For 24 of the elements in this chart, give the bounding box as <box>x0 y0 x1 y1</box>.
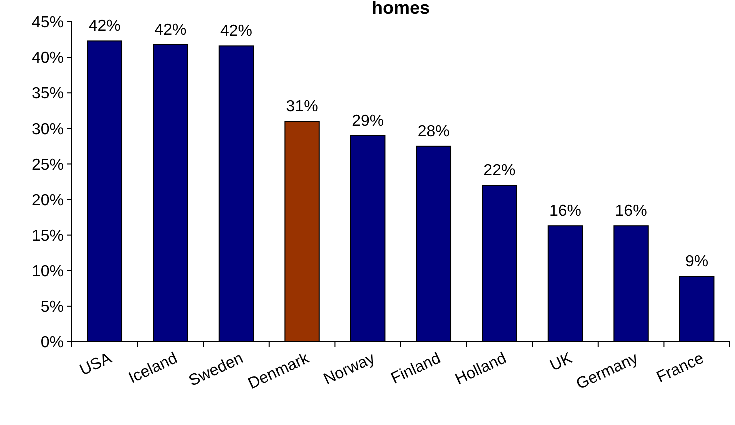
data-label: 29% <box>352 112 384 130</box>
data-label: 9% <box>686 254 709 271</box>
x-tick-label: USA <box>78 350 115 380</box>
data-label: 31% <box>286 98 318 116</box>
data-label: 42% <box>154 22 187 39</box>
chart-title: homes <box>372 0 430 18</box>
y-tick-label: 35% <box>32 86 64 103</box>
data-label: 16% <box>549 203 582 220</box>
x-tick-label: UK <box>548 350 576 376</box>
y-tick-label: 5% <box>40 299 64 316</box>
y-tick-label: 20% <box>32 192 64 210</box>
data-label: 22% <box>484 162 516 180</box>
y-tick-label: 15% <box>32 228 64 245</box>
y-tick-label: 45% <box>32 14 64 32</box>
data-label: 42% <box>220 23 253 40</box>
y-tick-label: 40% <box>32 50 64 68</box>
y-tick-label: 30% <box>32 121 64 138</box>
data-label: 42% <box>88 18 121 36</box>
data-label: 16% <box>615 203 648 220</box>
data-label: 28% <box>418 123 450 140</box>
y-tick-label: 0% <box>40 334 64 352</box>
y-tick-label: 10% <box>32 263 64 280</box>
x-tick-label: France <box>654 350 707 387</box>
y-tick-label: 25% <box>32 156 64 174</box>
